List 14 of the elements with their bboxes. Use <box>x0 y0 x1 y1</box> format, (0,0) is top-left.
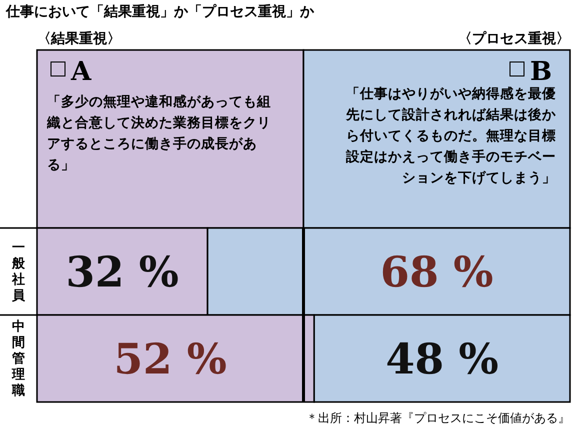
text: 〈プロセス重視〉 <box>458 30 570 47</box>
data-label: 68 % <box>380 248 494 296</box>
legend-label: B <box>530 57 552 87</box>
text: 「多少の無理や違和感があっても組織と合意して決めた業務目標をクリアするところに働き手の成長がある」 <box>47 93 272 175</box>
legend-label: A <box>70 57 92 87</box>
y-tick-label: 中間管理職 <box>11 320 25 398</box>
data-label: 52 % <box>114 334 227 384</box>
text: 「仕事はやりがいや納得感を最優先にして設計されれば結果は後から付いてくるものだ。無理な目標設定はかえって働き手のモチベーションを下げてしまう」 <box>344 85 556 188</box>
text: ＊出所：村山昇著『プロセスにこそ価値がある』 <box>306 411 570 425</box>
chart-title: 仕事において「結果重視」か「プロセス重視」か <box>5 3 315 20</box>
y-tick-label: 一般社員 <box>11 240 26 304</box>
data-label: 32 % <box>66 248 179 296</box>
data-label: 48 % <box>386 334 499 384</box>
text: 〈結果重視〉 <box>37 30 121 47</box>
